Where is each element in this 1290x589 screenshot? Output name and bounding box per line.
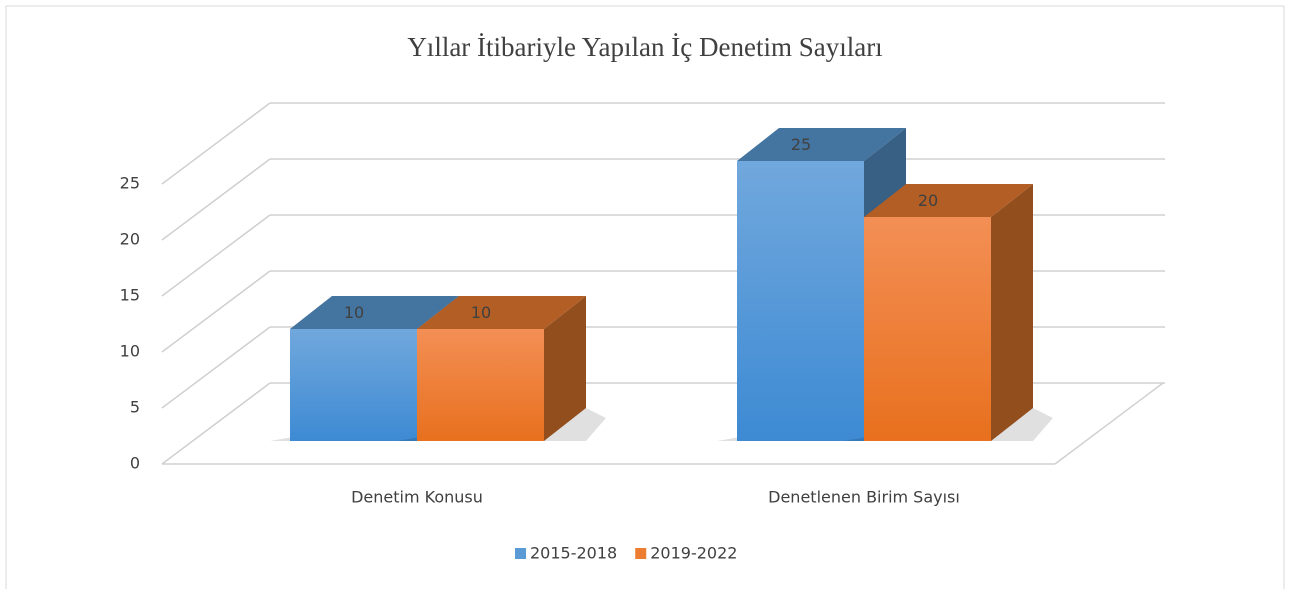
bar-side xyxy=(544,296,586,441)
bar-front xyxy=(290,329,417,441)
y-tick-label: 20 xyxy=(120,230,140,249)
y-tick-label: 10 xyxy=(120,342,140,361)
bar-top xyxy=(737,128,906,161)
legend-label: 2019-2022 xyxy=(650,544,737,563)
y-tick-label: 25 xyxy=(120,174,140,193)
side-grid-line xyxy=(161,158,271,241)
bar-top xyxy=(290,296,459,329)
side-grid-line xyxy=(161,270,271,353)
y-tick-label: 5 xyxy=(130,398,140,417)
chart-title: Yıllar İtibariyle Yapılan İç Denetim Say… xyxy=(407,32,882,62)
chart-frame xyxy=(5,5,1285,589)
value-label: 20 xyxy=(918,191,938,210)
floor-edge xyxy=(1054,382,1164,465)
bar-side xyxy=(991,184,1033,441)
value-label: 25 xyxy=(791,135,811,154)
bar-front xyxy=(417,329,544,441)
x-tick-label: Denetlenen Birim Sayısı xyxy=(768,488,960,507)
bar-front xyxy=(864,217,991,441)
side-grid-line xyxy=(161,214,271,297)
bar-top xyxy=(864,184,1033,217)
bar xyxy=(397,296,606,441)
x-tick-label: Denetim Konusu xyxy=(351,488,483,507)
value-label: 10 xyxy=(344,303,364,322)
side-grid-line xyxy=(161,102,271,185)
side-grid-line xyxy=(161,326,271,409)
legend-swatch xyxy=(635,548,647,559)
side-grid-line xyxy=(161,382,271,465)
bar xyxy=(844,184,1053,441)
legend-swatch xyxy=(515,548,526,559)
bar-front xyxy=(737,161,864,441)
legend-label: 2015-2018 xyxy=(530,544,617,563)
y-tick-label: 0 xyxy=(130,454,140,473)
y-tick-label: 15 xyxy=(120,286,140,305)
bar-top xyxy=(417,296,586,329)
value-label: 10 xyxy=(471,303,491,322)
